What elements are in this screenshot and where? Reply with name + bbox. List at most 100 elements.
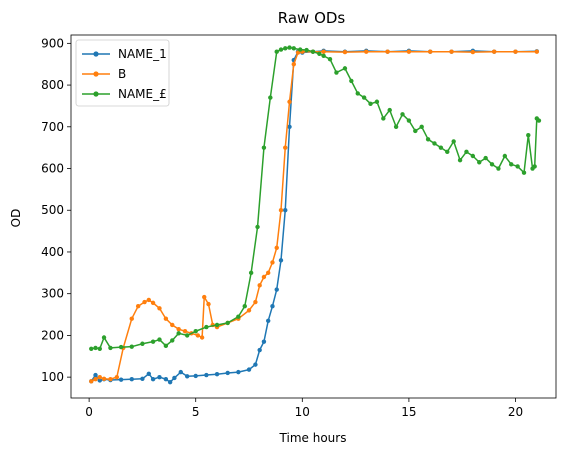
- data-point: [283, 208, 288, 213]
- data-point: [449, 49, 454, 54]
- data-point: [184, 333, 190, 338]
- data-point: [266, 270, 271, 276]
- axes-layer: 0 5 10 15 20 100 200 300 400 500 600 700 800 900: [41, 34, 557, 419]
- data-point: [327, 57, 333, 62]
- data-point: [387, 107, 392, 113]
- data-point: [97, 374, 102, 380]
- data-point: [278, 258, 284, 263]
- data-point: [278, 208, 284, 213]
- data-point: [236, 314, 241, 319]
- data-point: [291, 46, 296, 51]
- data-point: [97, 346, 102, 351]
- data-point: [163, 316, 169, 321]
- data-point: [140, 376, 145, 382]
- data-point: [266, 318, 271, 324]
- data-point: [89, 379, 94, 384]
- data-point: [202, 294, 207, 300]
- data-point: [93, 372, 98, 378]
- data-point: [428, 49, 433, 54]
- plot-frame: [70, 34, 557, 399]
- data-point: [242, 304, 247, 309]
- data-point: [534, 49, 540, 54]
- data-point: [385, 49, 390, 54]
- data-point: [355, 91, 360, 96]
- data-point: [225, 370, 230, 376]
- data-point: [334, 70, 339, 75]
- legend-entry-label: NAME_£: [118, 87, 167, 101]
- data-point: [532, 164, 537, 169]
- data-point: [114, 374, 120, 380]
- data-point: [374, 99, 380, 104]
- data-point: [297, 47, 303, 52]
- data-point: [167, 379, 173, 385]
- data-point: [393, 124, 399, 129]
- data-point: [321, 53, 326, 59]
- data-point: [406, 49, 412, 54]
- x-tick-label: 0: [85, 405, 93, 419]
- data-point: [432, 141, 437, 146]
- y-tick-label: 400: [41, 245, 64, 259]
- data-point: [118, 344, 124, 350]
- legend-swatch-marker: [93, 51, 99, 57]
- data-point: [146, 371, 152, 376]
- data-point: [274, 49, 279, 54]
- y-tick-label: 300: [41, 287, 64, 301]
- data-point: [477, 160, 482, 165]
- data-point: [274, 245, 279, 250]
- data-point: [491, 49, 497, 54]
- chart-title: Raw ODs: [278, 9, 346, 27]
- data-point: [413, 128, 418, 134]
- data-point: [118, 377, 124, 382]
- data-point: [257, 283, 262, 288]
- data-point: [255, 224, 260, 230]
- data-point: [176, 331, 181, 336]
- data-point: [400, 112, 405, 117]
- data-point: [509, 162, 514, 167]
- data-point: [451, 139, 456, 144]
- data-point: [526, 132, 531, 138]
- data-point: [246, 367, 252, 372]
- y-tick-label: 900: [41, 36, 64, 50]
- series-2: [89, 45, 542, 351]
- data-point: [261, 145, 267, 150]
- data-point: [129, 377, 134, 382]
- y-tick-label: 800: [41, 78, 64, 92]
- data-point: [93, 377, 98, 382]
- data-point: [248, 270, 254, 276]
- data-point: [513, 49, 518, 54]
- data-point: [253, 362, 258, 367]
- data-point: [304, 47, 309, 53]
- data-point: [445, 149, 450, 155]
- data-point: [142, 299, 147, 305]
- data-point: [361, 95, 367, 100]
- data-point: [170, 322, 175, 328]
- data-point: [406, 118, 412, 123]
- legend: NAME_1 B NAME_£: [75, 39, 170, 107]
- data-point: [321, 49, 326, 54]
- data-point: [419, 124, 424, 129]
- data-point: [317, 51, 322, 56]
- data-point: [496, 166, 501, 171]
- data-point: [170, 338, 175, 343]
- legend-swatch-marker: [93, 71, 99, 77]
- y-axis-label: OD: [9, 209, 23, 228]
- data-point: [150, 300, 156, 306]
- data-point: [342, 49, 348, 55]
- data-point: [214, 322, 220, 328]
- data-point: [150, 339, 156, 344]
- x-axis-label: Time hours: [279, 431, 347, 445]
- y-tick-label: 200: [41, 328, 64, 342]
- data-point: [129, 344, 134, 349]
- y-tick-label: 700: [41, 120, 64, 134]
- data-point: [521, 170, 527, 175]
- x-tick-label: 10: [295, 405, 310, 419]
- y-tick-label: 600: [41, 162, 64, 176]
- data-point: [457, 157, 463, 163]
- data-point: [425, 137, 431, 142]
- data-point: [253, 299, 258, 305]
- data-point: [536, 118, 542, 123]
- data-point: [283, 145, 288, 150]
- data-point: [199, 335, 205, 340]
- data-point: [135, 304, 141, 309]
- legend-swatch-marker: [93, 91, 99, 97]
